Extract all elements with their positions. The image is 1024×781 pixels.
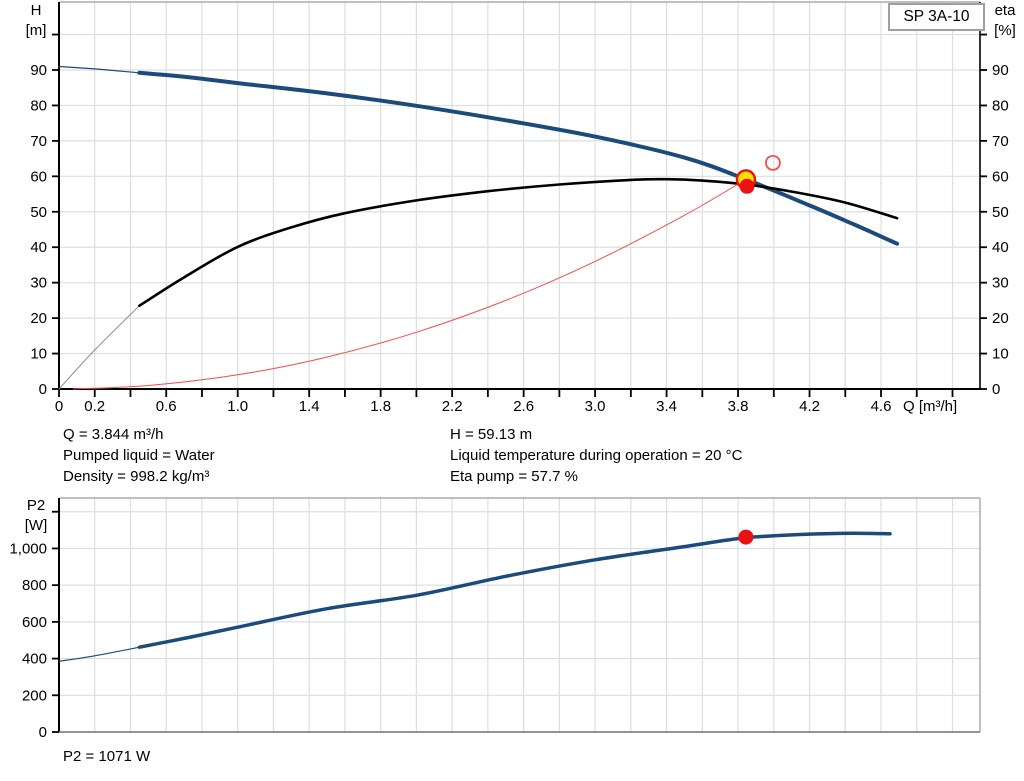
eta-axis-name: eta xyxy=(994,2,1016,19)
h-axis-unit: [m] xyxy=(25,22,47,39)
duty-point-system xyxy=(739,178,755,194)
q-tick-label: 4.2 xyxy=(799,398,820,415)
pump-head-curve-lead-in xyxy=(58,65,140,74)
h-tick-label: 80 xyxy=(30,97,47,114)
annotation-head: H = 59.13 m xyxy=(450,426,533,443)
eta-tick-label: 70 xyxy=(992,133,1009,150)
q-tick-label: 3.0 xyxy=(585,398,606,415)
q-tick-label: 0.2 xyxy=(84,398,105,415)
eta-tick-label: 60 xyxy=(992,168,1009,185)
annotation-liquid-temperature: Liquid temperature during operation = 20… xyxy=(450,447,743,464)
h-tick-label: 30 xyxy=(30,275,47,292)
eta-tick-label: 80 xyxy=(992,97,1009,114)
q-tick-label: 1.8 xyxy=(370,398,391,415)
power-chart: 0 200 400 600 800 1,000 xyxy=(9,497,981,741)
q-tick-label: 3.8 xyxy=(728,398,749,415)
h-tick-label: 40 xyxy=(30,239,47,256)
h-tick-label: 60 xyxy=(30,168,47,185)
q-axis-unit: Q [m³/h] xyxy=(903,398,958,415)
p2-tick-label: 1,000 xyxy=(9,540,47,557)
eta-tick-label: 0 xyxy=(992,381,1000,398)
eta-tick-label: 90 xyxy=(992,62,1009,79)
h-tick-label: 0 xyxy=(39,381,47,398)
p2-tick-label: 400 xyxy=(22,651,47,668)
q-tick-label: 3.4 xyxy=(656,398,677,415)
p2-axis-unit: [W] xyxy=(24,517,48,534)
eta-tick-label: 50 xyxy=(992,204,1009,221)
q-tick-label: 0.6 xyxy=(156,398,177,415)
p2-tick-label: 200 xyxy=(22,687,47,704)
annotation-pumped-liquid: Pumped liquid = Water xyxy=(63,447,215,464)
eta-axis-unit: [%] xyxy=(994,22,1016,39)
h-tick-label: 10 xyxy=(30,346,47,363)
p2-axis-name: P2 xyxy=(26,497,46,514)
h-tick-label: 70 xyxy=(30,133,47,150)
eta-tick-label: 30 xyxy=(992,275,1009,292)
p2-tick-label: 800 xyxy=(22,577,47,594)
pump-type-box: SP 3A-10 xyxy=(888,3,985,31)
annotation-flow: Q = 3.844 m³/h xyxy=(63,426,164,443)
p2-tick-label: 600 xyxy=(22,614,47,631)
eta-tick-label: 40 xyxy=(992,239,1009,256)
efficiency-curve-lead-in xyxy=(58,305,140,390)
efficiency-curve xyxy=(138,177,899,307)
power-curve xyxy=(137,531,892,649)
pump-head-curve xyxy=(137,70,900,246)
duty-point-power xyxy=(738,529,754,545)
q-tick-label: 1.4 xyxy=(299,398,320,415)
h-tick-label: 50 xyxy=(30,204,47,221)
annotation-density: Density = 998.2 kg/m³ xyxy=(63,468,210,485)
q-tick-label: 0 xyxy=(55,398,63,415)
eta-tick-label: 10 xyxy=(992,346,1009,363)
q-tick-label: 2.6 xyxy=(513,398,534,415)
rated-duty-point xyxy=(765,154,781,171)
duty-annotations-left: Q = 3.844 m³/h Pumped liquid = Water Den… xyxy=(63,424,215,487)
q-tick-label: 4.6 xyxy=(871,398,892,415)
h-tick-label: 20 xyxy=(30,310,47,327)
eta-tick-label: 20 xyxy=(992,310,1009,327)
duty-annotations-right: H = 59.13 m Liquid temperature during op… xyxy=(450,424,742,487)
system-curve-lead-in xyxy=(72,178,747,390)
q-tick-label: 1.0 xyxy=(227,398,248,415)
power-curve-lead-in xyxy=(58,646,140,662)
pump-type-label: SP 3A-10 xyxy=(903,8,970,25)
p2-tick-label: 0 xyxy=(39,724,47,741)
h-axis-name: H xyxy=(30,2,42,19)
h-tick-label: 90 xyxy=(30,62,47,79)
annotation-eta-pump: Eta pump = 57.7 % xyxy=(450,468,578,485)
annotation-p2: P2 = 1071 W xyxy=(63,748,151,765)
q-tick-label: 2.2 xyxy=(442,398,463,415)
